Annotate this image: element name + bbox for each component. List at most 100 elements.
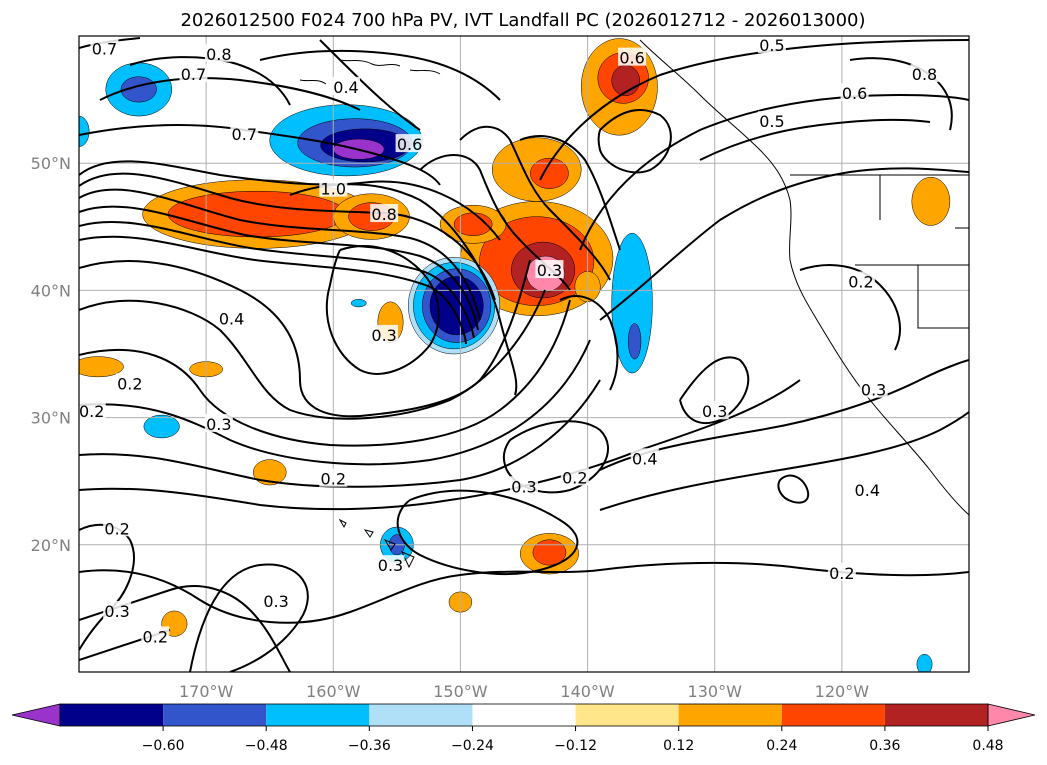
contour-label-bg bbox=[115, 373, 144, 392]
contour-label: 0.3 bbox=[263, 592, 288, 611]
contour-label: 0.2 bbox=[143, 627, 168, 646]
contour-label: 0.7 bbox=[181, 65, 206, 84]
contour-line bbox=[79, 379, 801, 511]
contour-label-bg bbox=[859, 379, 888, 398]
contour-label-bg bbox=[217, 308, 246, 327]
pv-anomaly-blob bbox=[628, 323, 642, 360]
contour-line bbox=[599, 167, 969, 321]
colorbar-segment bbox=[575, 704, 679, 726]
contour-label: 0.4 bbox=[333, 78, 358, 97]
coastlines bbox=[299, 39, 969, 569]
contour-line bbox=[79, 259, 531, 418]
contour-label: 0.5 bbox=[759, 36, 784, 55]
pv-anomaly-blob bbox=[79, 356, 124, 378]
pv-anomaly-blob bbox=[911, 176, 951, 226]
pv-anomaly-blob bbox=[252, 459, 287, 486]
contour-line bbox=[559, 295, 619, 391]
contour-line bbox=[79, 188, 481, 321]
lon-tick-label: 120°W bbox=[815, 682, 870, 701]
contour-line bbox=[129, 56, 291, 106]
pv-anomaly-blob bbox=[611, 232, 653, 374]
contour-label-bg bbox=[179, 64, 208, 83]
colorbar-tick-label: −0.36 bbox=[348, 738, 391, 754]
contour-line bbox=[699, 118, 931, 161]
contour-label-bg bbox=[757, 111, 786, 130]
contour-label-bg bbox=[630, 448, 659, 467]
contour-label-bg bbox=[79, 401, 106, 420]
lat-tick-label: 20°N bbox=[31, 536, 71, 555]
us-state-borders bbox=[790, 174, 969, 329]
pv-anomaly-blob bbox=[530, 157, 569, 189]
contour-label-bg bbox=[376, 555, 405, 574]
contour-label: 0.7 bbox=[232, 125, 257, 144]
contour-line bbox=[502, 420, 610, 494]
contour-labels: 0.7 0.80.70.40.70.61.00.80.40.30.20.20.30… bbox=[79, 36, 939, 646]
contour-line bbox=[289, 183, 518, 396]
map-title: 2026012500 F024 700 hPa PV, IVT Landfall… bbox=[180, 10, 865, 31]
contour-label: 1.0 bbox=[321, 180, 346, 199]
contour-label-bg bbox=[319, 178, 348, 197]
north-america-coast bbox=[639, 39, 969, 516]
contour-label-bg bbox=[204, 43, 233, 62]
lon-tick-label: 130°W bbox=[688, 682, 743, 701]
contour-label-bg bbox=[103, 518, 132, 537]
contour-label: 0.8 bbox=[371, 205, 396, 224]
alaska-islands bbox=[299, 59, 441, 85]
contour-line bbox=[777, 474, 810, 504]
contour-label: 0.2 bbox=[104, 519, 129, 538]
contour-label: 0.3 bbox=[861, 381, 886, 400]
contour-line bbox=[599, 359, 969, 471]
lon-tick-label: 140°W bbox=[560, 682, 615, 701]
map-panel: 0.7 0.80.70.40.70.61.00.80.40.30.20.20.30… bbox=[78, 35, 970, 673]
contour-label: 0.2 bbox=[848, 272, 873, 291]
lon-tick-label: 170°W bbox=[179, 682, 234, 701]
contour-line bbox=[259, 49, 501, 101]
contour-label-bg bbox=[535, 260, 564, 279]
contour-line bbox=[459, 125, 611, 281]
contour-label: 0.4 bbox=[855, 481, 880, 500]
colorbar-tick-label: −0.60 bbox=[142, 738, 185, 754]
colorbar-segment bbox=[60, 704, 164, 726]
contour-label: 0.4 bbox=[632, 449, 657, 468]
contour-line bbox=[79, 235, 467, 345]
contour-line bbox=[396, 489, 579, 575]
colorbar-tick-label: 0.24 bbox=[766, 738, 797, 754]
contour-label-bg bbox=[757, 36, 786, 53]
contour-label-bg bbox=[510, 476, 538, 495]
contour-label: 0.3 bbox=[378, 556, 403, 575]
contour-line bbox=[79, 172, 496, 301]
contour-label: 0.8 bbox=[206, 45, 231, 64]
contour-line bbox=[799, 264, 901, 351]
colorbar-extend-high bbox=[987, 703, 1036, 727]
contour-label: 0.8 bbox=[912, 65, 937, 84]
contour-label-bg bbox=[395, 134, 424, 153]
contour-line bbox=[189, 563, 309, 672]
pv-anomaly-blob bbox=[350, 299, 367, 308]
contour-line bbox=[79, 289, 546, 420]
contour-label: 0.2 bbox=[321, 470, 346, 489]
pv-anomaly-blob bbox=[143, 414, 180, 439]
colorbar-tick-label: −0.24 bbox=[451, 738, 494, 754]
contour-label-bg bbox=[319, 468, 348, 487]
contour-label: 0.6 bbox=[397, 135, 422, 154]
hawaii-islands bbox=[338, 518, 415, 569]
colorbar-segment bbox=[266, 704, 370, 726]
contour-label-bg bbox=[840, 83, 869, 102]
contour-label-bg bbox=[141, 626, 170, 645]
contour-line bbox=[79, 160, 501, 241]
colorbar-tick-label: −0.48 bbox=[245, 738, 288, 754]
contour-label-bg bbox=[910, 64, 939, 83]
colorbar-segment bbox=[884, 704, 988, 726]
pv-anomaly-blob bbox=[79, 115, 90, 147]
contour-line bbox=[79, 339, 591, 466]
contour-line bbox=[679, 356, 750, 425]
contour-label: 0.5 bbox=[759, 112, 784, 131]
contour-label: 0.2 bbox=[79, 402, 104, 421]
contour-label-bg bbox=[230, 123, 259, 142]
contour-line bbox=[519, 135, 621, 251]
contour-label-bg bbox=[90, 38, 119, 57]
pv-anomaly-blob bbox=[532, 539, 567, 566]
contour-label: 0.7 bbox=[92, 40, 117, 59]
colorbar-segment bbox=[472, 704, 576, 726]
